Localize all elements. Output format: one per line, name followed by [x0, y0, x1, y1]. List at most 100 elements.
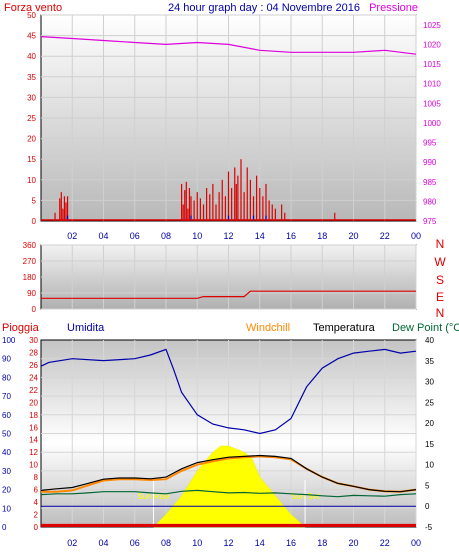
- compass-label: N: [436, 306, 445, 320]
- humidity-tick-label: 60: [2, 411, 11, 420]
- rain-tick-label: 14: [29, 436, 38, 445]
- pressure-tick-label: 995: [423, 139, 437, 148]
- pressure-tick-label: 1005: [423, 99, 441, 108]
- humidity-tick-label: 80: [2, 373, 11, 382]
- temperature-tick-label: 30: [425, 378, 434, 387]
- direction-tick-label: 0: [32, 305, 37, 314]
- temperature-tick-label: 40: [425, 336, 434, 345]
- hour-tick-label: 20: [348, 538, 358, 548]
- pressure-tick-label: 975: [423, 217, 437, 226]
- rain-tick-label: 22: [29, 386, 38, 395]
- pressure-line: [40, 36, 417, 55]
- hour-tick-label: 14: [255, 231, 265, 241]
- wind-tick-label: 30: [27, 93, 36, 102]
- rain-tick-label: 6: [34, 486, 39, 495]
- wind-pressure-panel: Forza vento 24 hour graph day : 04 Novem…: [4, 2, 441, 241]
- hour-tick-label: 10: [192, 231, 202, 241]
- temperature-tick-label: 5: [425, 481, 430, 490]
- hour-tick-label: 18: [317, 231, 327, 241]
- humidity-tick-label: 100: [2, 336, 16, 345]
- wind-bars: [54, 159, 336, 221]
- hour-tick-label: 08: [161, 538, 171, 548]
- pressure-tick-label: 1000: [423, 119, 441, 128]
- hour-tick-label: 06: [130, 231, 140, 241]
- rain-tick-label: 4: [34, 498, 39, 507]
- pressure-tick-label: 1020: [423, 40, 441, 49]
- pressure-tick-label: 980: [423, 197, 437, 206]
- hour-tick-label: 22: [380, 231, 390, 241]
- hour-tick-label: 00: [411, 231, 421, 241]
- hour-tick-label: 20: [348, 231, 358, 241]
- wind-tick-label: 0: [32, 217, 37, 226]
- wind-tick-label: 35: [27, 73, 36, 82]
- wind-tick-label: 15: [27, 155, 36, 164]
- direction-tick-label: 180: [23, 273, 37, 282]
- hour-tick-label: 00: [411, 538, 421, 548]
- sunset-label: Sun Set: [291, 492, 320, 501]
- pressure-axis: 975 980 985 990 995 1000 1005 1010 1015 1020 1025: [423, 21, 441, 226]
- hour-tick-label: 16: [286, 538, 296, 548]
- humidity-tick-label: 30: [2, 467, 11, 476]
- hour-tick-label: 06: [130, 538, 140, 548]
- solar-area: [152, 445, 306, 528]
- hour-tick-label: 10: [192, 538, 202, 548]
- temperature-legend: Temperatura: [313, 322, 376, 334]
- wind-tick-label: 20: [27, 135, 36, 144]
- wind-speed-axis: 0 5 10 15 20 25 30 35 40 45 50: [27, 11, 36, 226]
- wind-tick-label: 25: [27, 114, 36, 123]
- rain-tick-label: 10: [29, 461, 38, 470]
- wind-direction-line: [41, 290, 416, 299]
- pressure-tick-label: 1015: [423, 60, 441, 69]
- humidity-tick-label: 10: [2, 504, 11, 513]
- temperature-tick-label: 10: [425, 461, 434, 470]
- hour-tick-label: 08: [161, 231, 171, 241]
- wind-tick-label: 5: [32, 196, 37, 205]
- rain-tick-label: 16: [29, 423, 38, 432]
- pressure-tick-label: 1025: [423, 21, 441, 30]
- hour-tick-label: 02: [67, 231, 77, 241]
- direction-tick-label: 270: [23, 257, 37, 266]
- dewpoint-legend: Dew Point (°C: [392, 322, 459, 334]
- humidity-line: [40, 348, 417, 435]
- humidity-tick-label: 20: [2, 486, 11, 495]
- wind-tick-label: 45: [27, 32, 36, 41]
- rain-tick-label: 8: [34, 473, 39, 482]
- rain-tick-label: 0: [34, 523, 39, 532]
- pressure-tick-label: 985: [423, 178, 437, 187]
- rain-bar: [41, 523, 416, 527]
- temp-gridlines: [41, 340, 417, 527]
- wind-tick-label: 50: [27, 11, 36, 20]
- temperature-tick-label: 0: [425, 502, 430, 511]
- hour-tick-label: 02: [67, 538, 77, 548]
- sunrise-label: Sun Rise: [137, 492, 170, 501]
- rain-tick-label: 28: [29, 348, 38, 357]
- pressure-tick-label: 1010: [423, 80, 441, 89]
- rain-legend: Pioggia: [2, 322, 40, 334]
- windchill-legend: Windchill: [246, 322, 290, 334]
- temperature-tick-label: 25: [425, 398, 434, 407]
- humidity-legend: Umidita: [67, 322, 105, 334]
- temperature-tick-label: 20: [425, 419, 434, 428]
- hour-tick-label: 14: [255, 538, 265, 548]
- hour-tick-label: 12: [223, 538, 233, 548]
- compass-label: S: [436, 273, 444, 287]
- chart-title: 24 hour graph day : 04 Novembre 2016: [168, 2, 360, 14]
- humidity-tick-label: 0: [2, 523, 7, 532]
- humidity-tick-label: 70: [2, 392, 11, 401]
- rain-tick-label: 18: [29, 411, 38, 420]
- pressure-axis-label: Pressione: [369, 2, 418, 14]
- compass-label: E: [436, 290, 444, 304]
- rain-tick-label: 26: [29, 361, 38, 370]
- compass-label: W: [434, 255, 446, 269]
- compass-label: N: [436, 237, 445, 251]
- rain-tick-label: 2: [34, 511, 39, 520]
- humidity-axis: 0 10 20 30 40 50 60 70 80 90 100: [2, 336, 16, 532]
- direction-tick-label: 90: [27, 289, 36, 298]
- rain-tick-label: 20: [29, 398, 38, 407]
- dewpoint-line: [40, 489, 417, 498]
- temperature-tick-label: -5: [425, 523, 433, 532]
- wind-tick-label: 40: [27, 52, 36, 61]
- temperature-axis: -5 0 5 10 15 20 25 30 35 40: [425, 336, 434, 532]
